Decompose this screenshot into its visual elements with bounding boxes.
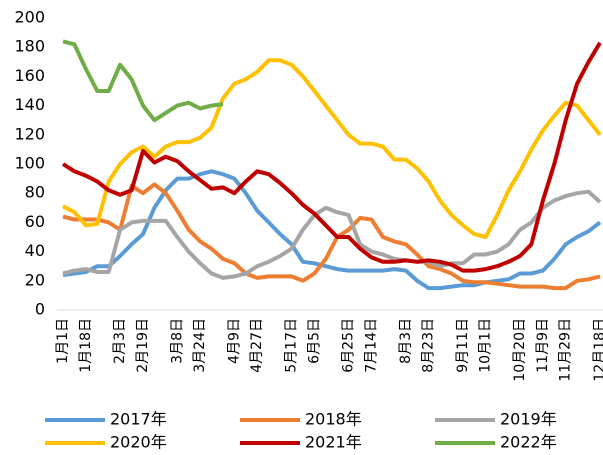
y-tick-label: 40 — [25, 241, 45, 260]
y-tick-label: 140 — [14, 95, 45, 114]
x-tick-label: 11月9日 — [535, 318, 551, 373]
y-tick-label: 80 — [25, 183, 45, 202]
x-tick-label: 2月3日 — [112, 318, 128, 364]
x-tick-label: 3月24日 — [192, 318, 208, 373]
y-tick-label: 180 — [14, 37, 45, 56]
series-line — [62, 169, 602, 291]
y-tick-label: 0 — [35, 300, 45, 319]
x-tick-label: 6月25日 — [341, 318, 357, 373]
x-tick-label: 4月9日 — [226, 318, 242, 364]
y-tick-label: 160 — [14, 66, 45, 85]
legend-label: 2017年 — [110, 410, 167, 429]
y-tick-label: 20 — [25, 270, 45, 289]
x-tick-label: 11月29日 — [558, 318, 574, 382]
y-tick-label: 200 — [14, 8, 45, 27]
series-line — [62, 39, 224, 123]
x-tick-label: 6月5日 — [306, 318, 322, 364]
legend-label: 2019年 — [500, 410, 557, 429]
x-tick-label: 10月1日 — [478, 318, 494, 373]
x-tick-label: 1月1日 — [55, 318, 71, 364]
x-tick-label: 9月11日 — [455, 318, 471, 373]
series-line — [62, 58, 602, 239]
x-tick-label: 1月18日 — [78, 318, 94, 373]
y-tick-label: 60 — [25, 212, 45, 231]
x-tick-label: 2月19日 — [135, 318, 151, 373]
legend-label: 2022年 — [500, 433, 557, 452]
legend-label: 2020年 — [110, 433, 167, 452]
x-tick-label: 5月17日 — [284, 318, 300, 373]
y-tick-label: 100 — [14, 154, 45, 173]
y-tick-label: 120 — [14, 124, 45, 143]
x-tick-label: 8月23日 — [421, 318, 437, 373]
series-line — [61, 41, 602, 273]
series-line — [62, 182, 601, 291]
legend-label: 2021年 — [305, 433, 362, 452]
x-tick-label: 8月3日 — [398, 318, 414, 364]
x-tick-label: 4月27日 — [249, 318, 265, 373]
series-line — [62, 189, 602, 280]
legend-label: 2018年 — [305, 410, 362, 429]
x-tick-label: 7月14日 — [363, 318, 379, 373]
x-tick-label: 10月20日 — [512, 318, 528, 382]
x-tick-label: 12月18日 — [592, 318, 603, 382]
x-tick-label: 3月8日 — [169, 318, 185, 364]
